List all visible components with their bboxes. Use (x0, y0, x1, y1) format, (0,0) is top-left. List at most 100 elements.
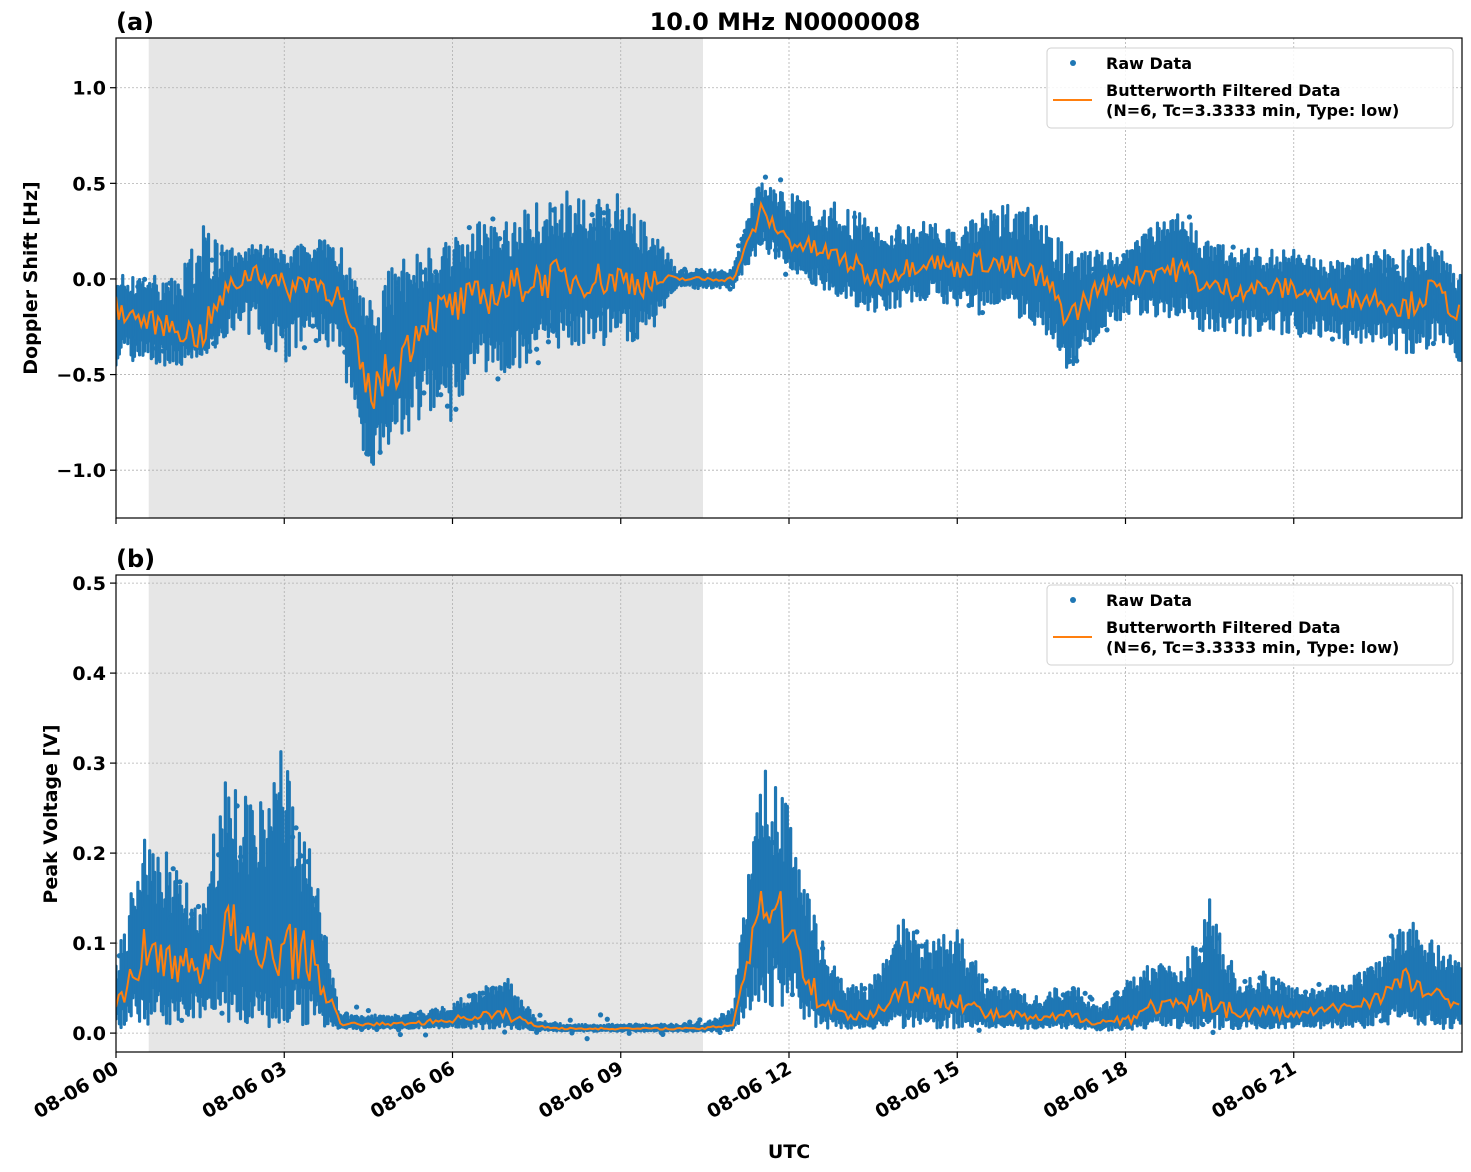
raw-data-point (584, 1036, 590, 1042)
raw-data-point (490, 985, 496, 991)
raw-data-point (177, 879, 183, 885)
raw-data-point (537, 1012, 543, 1018)
legend-filtered-params: (N=6, Tc=3.3333 min, Type: low) (1106, 101, 1399, 120)
raw-data-point (820, 945, 826, 951)
raw-data-point (852, 214, 858, 220)
raw-data-point (453, 406, 459, 412)
legend-filtered-label: Butterworth Filtered Data (1106, 618, 1341, 637)
raw-data-point (170, 866, 176, 872)
y-tick-label: 0.0 (72, 1023, 106, 1045)
raw-data-point (769, 965, 775, 971)
raw-data-point (604, 1016, 610, 1022)
raw-data-point (1302, 989, 1309, 995)
raw-data-point (1037, 1002, 1043, 1008)
raw-data-point (535, 360, 541, 366)
raw-data-point (660, 1031, 666, 1037)
raw-data-point (1185, 1019, 1191, 1025)
x-tick-label: 08-06 09 (535, 1057, 627, 1123)
raw-data-point (983, 978, 989, 984)
raw-data-point (421, 390, 427, 396)
panel-a-label: (a) (116, 8, 154, 36)
raw-data-point (1272, 980, 1278, 986)
chart-title: 10.0 MHz N0000008 (650, 8, 921, 36)
raw-data-point (256, 994, 262, 1000)
raw-data-point (862, 986, 868, 992)
raw-data-point (1356, 978, 1362, 984)
raw-data-point (298, 853, 304, 859)
raw-data-point (1104, 327, 1110, 333)
x-axis-label: UTC (768, 1141, 810, 1163)
raw-data-point (591, 226, 597, 232)
raw-data-point (1262, 317, 1268, 323)
raw-data-point (1230, 244, 1236, 250)
raw-data-point (919, 943, 925, 949)
raw-data-point (466, 993, 472, 999)
plot-area (116, 174, 1462, 466)
legend: Raw Data Butterworth Filtered Data(N=6, T… (1046, 584, 1454, 666)
raw-data-point (1257, 975, 1263, 981)
raw-data-point (1242, 978, 1248, 985)
y-tick-label: 0.5 (72, 573, 106, 595)
raw-data-point (783, 271, 789, 277)
raw-data-point (979, 309, 986, 316)
raw-data-point (219, 251, 225, 257)
raw-data-point (687, 1019, 693, 1025)
raw-data-point (545, 339, 552, 345)
raw-data-point (772, 247, 779, 253)
raw-data-point (490, 216, 496, 222)
raw-data-point (301, 345, 308, 351)
raw-data-point (290, 834, 296, 840)
raw-data-point (1089, 996, 1095, 1002)
raw-data-point (1387, 955, 1393, 962)
panel-b-label: (b) (116, 545, 155, 573)
legend-box (1046, 47, 1454, 129)
legend-filtered-params: (N=6, Tc=3.3333 min, Type: low) (1106, 638, 1399, 657)
raw-data-point (293, 825, 299, 831)
raw-data-point (142, 276, 148, 282)
raw-data-point (1001, 987, 1007, 993)
legend-box (1046, 584, 1454, 666)
raw-data-point (189, 911, 195, 917)
y-tick-label: −1.0 (56, 460, 106, 482)
raw-data-point (195, 903, 202, 910)
raw-data-point (717, 1029, 723, 1036)
y-tick-label: 0.1 (72, 933, 106, 955)
raw-data-point (1200, 1021, 1206, 1028)
raw-data-point (310, 323, 316, 329)
raw-data-point (409, 1012, 415, 1018)
x-tick-label: 08-06 00 (30, 1057, 122, 1123)
raw-data-point (534, 346, 540, 352)
raw-data-point (209, 257, 215, 263)
filtered-data-line (116, 890, 1460, 1031)
raw-data-point (752, 239, 758, 245)
legend: Raw Data Butterworth Filtered Data(N=6, T… (1046, 47, 1454, 129)
panel-a: −1.0 −0.5 0.0 0.5 1.0 Raw Data Butterworth Fil… (56, 37, 1463, 524)
y-tick-label: 1.0 (72, 78, 106, 100)
raw-data-point (835, 978, 841, 984)
x-tick-label: 08-06 18 (1040, 1057, 1132, 1123)
raw-data-point (567, 1017, 573, 1023)
y-tick-label: 0.5 (72, 173, 106, 195)
raw-data-point (365, 1007, 371, 1014)
raw-data-point (727, 286, 733, 292)
raw-data-point (1067, 358, 1073, 364)
y-tick-label: 0.3 (72, 753, 106, 775)
x-tick-label: 08-06 15 (871, 1057, 963, 1123)
legend-raw-marker (1070, 60, 1076, 66)
raw-data-point (601, 210, 607, 216)
x-tick-label: 08-06 06 (367, 1057, 459, 1123)
legend-raw-marker (1070, 597, 1076, 603)
raw-data-point (597, 1012, 604, 1018)
y-tick-label: 0.4 (72, 663, 106, 685)
legend-raw-label: Raw Data (1106, 591, 1192, 610)
raw-data-point (1230, 1021, 1236, 1027)
raw-data-point (626, 1030, 632, 1036)
raw-data-point (438, 392, 444, 398)
raw-data-point (1210, 1029, 1216, 1035)
raw-data-point (419, 269, 425, 275)
raw-data-point (422, 1032, 429, 1038)
x-tick-label: 08-06 12 (703, 1057, 795, 1123)
raw-data-point (377, 449, 383, 455)
raw-data-point (502, 1029, 508, 1035)
